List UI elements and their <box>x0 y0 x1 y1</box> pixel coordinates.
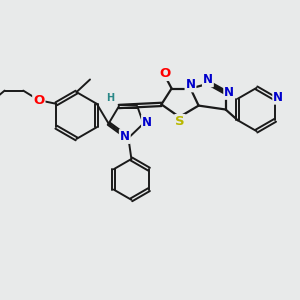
Text: N: N <box>203 73 213 86</box>
Text: H: H <box>106 93 115 103</box>
Text: O: O <box>159 67 171 80</box>
Text: N: N <box>185 78 196 92</box>
Text: O: O <box>33 94 44 107</box>
Text: S: S <box>175 115 185 128</box>
Text: N: N <box>273 91 283 104</box>
Text: N: N <box>224 86 234 99</box>
Text: N: N <box>142 116 152 129</box>
Text: N: N <box>120 130 130 143</box>
